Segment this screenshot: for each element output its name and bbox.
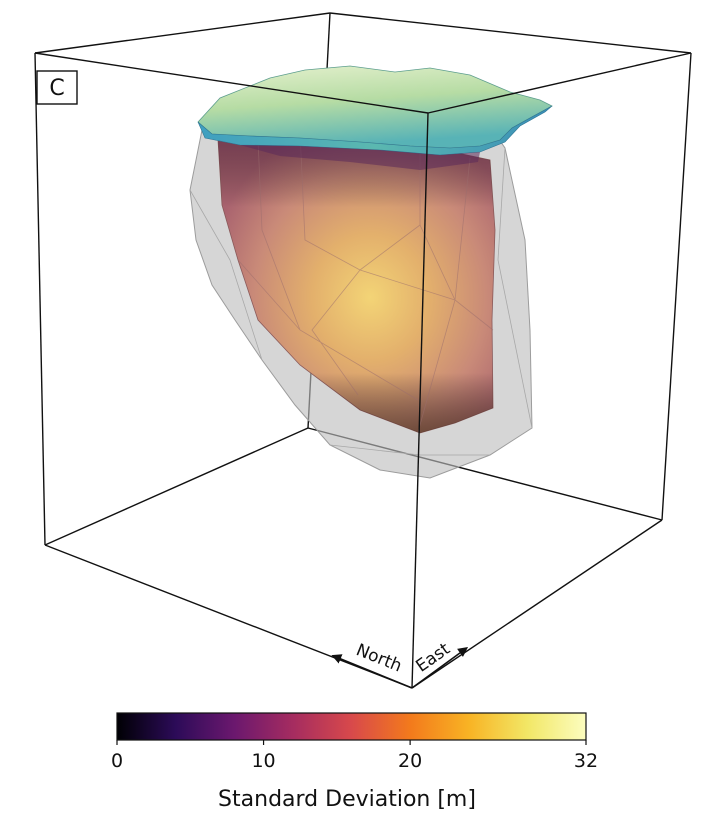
colorbar-tick-label: 32 (574, 750, 598, 772)
panel-label-text: C (49, 76, 64, 101)
uncertainty-body (217, 131, 496, 434)
north-label: North (353, 640, 405, 676)
bounding-box-front (34, 52, 692, 689)
panel-label: C (36, 70, 78, 105)
top-surface (197, 65, 553, 170)
colorbar-ticks: 0 10 20 32 (111, 740, 598, 772)
colorbar-title: Standard Deviation [m] (218, 787, 476, 812)
colorbar-tick-label: 20 (398, 750, 422, 772)
colorbar: 0 10 20 32 Standard Deviation [m] (111, 712, 598, 812)
north-arrow: North (331, 640, 413, 689)
colorbar-tick-label: 10 (251, 750, 275, 772)
east-arrow: East (411, 639, 469, 689)
colorbar-tick-label: 0 (111, 750, 123, 772)
colorbar-bar (116, 712, 587, 741)
east-label: East (412, 639, 454, 677)
